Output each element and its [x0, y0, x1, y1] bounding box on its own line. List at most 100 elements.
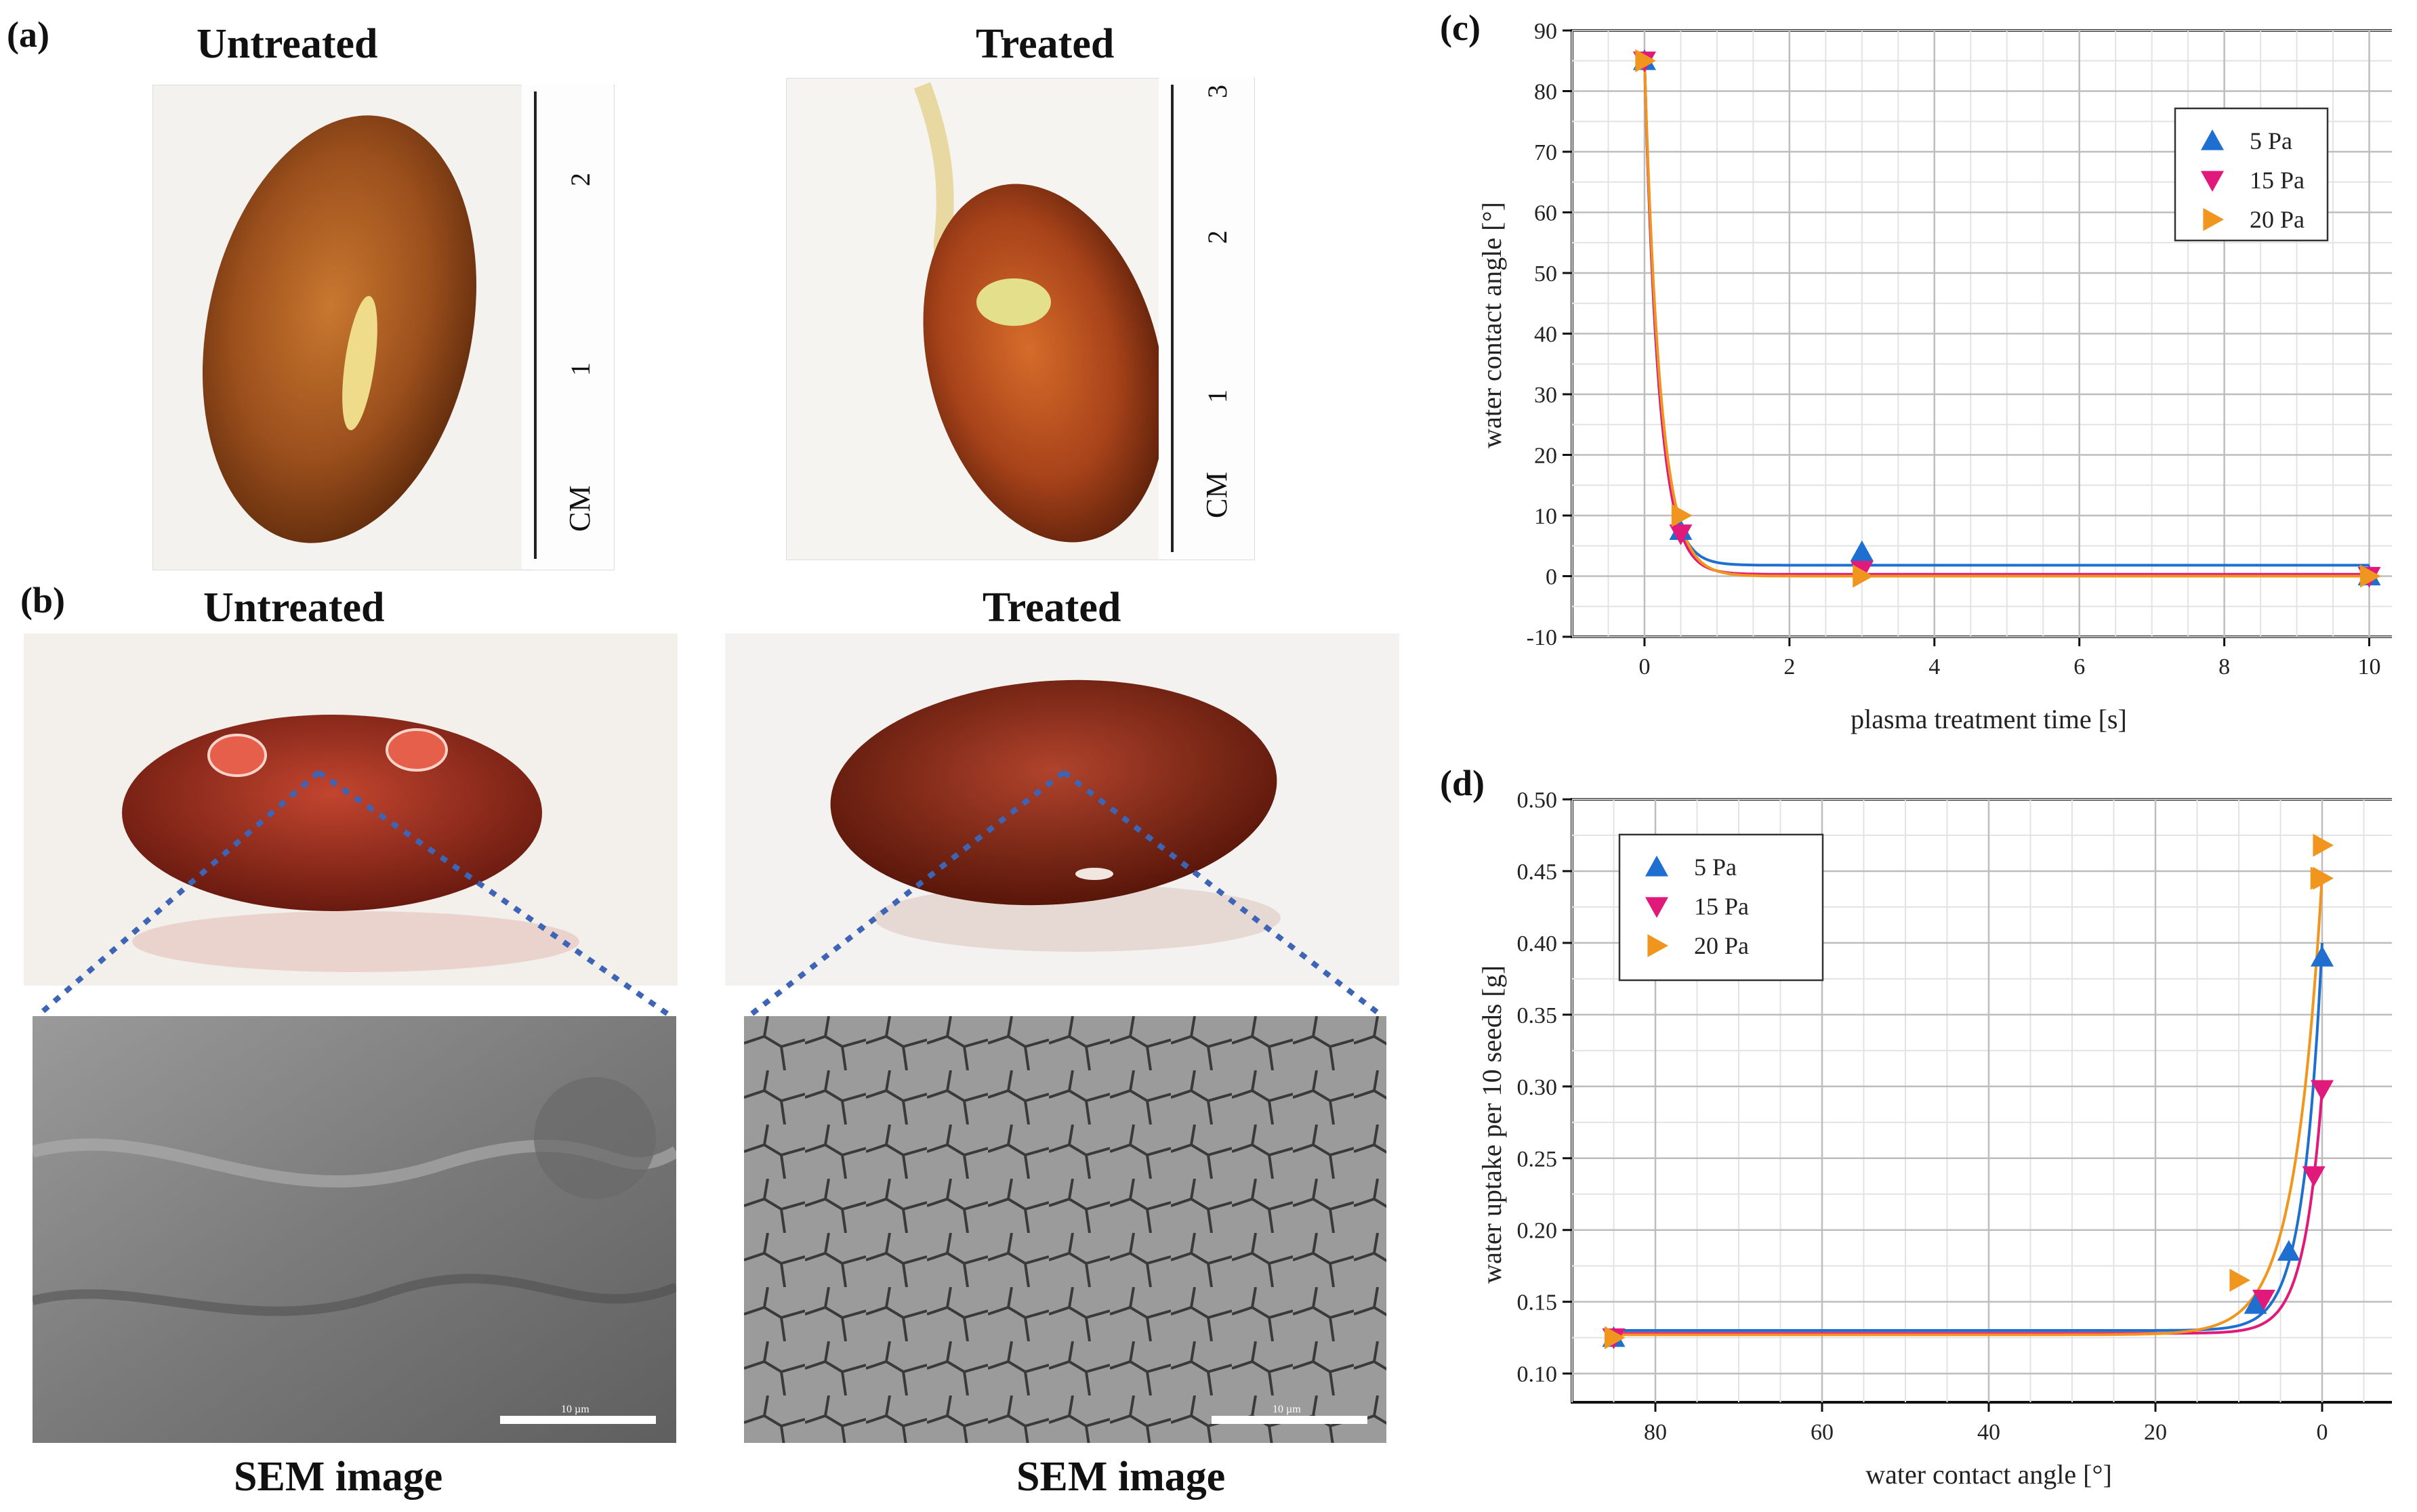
- panel-c-letter: (c): [1440, 7, 1481, 48]
- ruler-right-tick-1: 1: [1202, 390, 1233, 403]
- chart-c-ytick-label: 70: [1534, 140, 1557, 165]
- chart-d-point-15pa: [2311, 1080, 2334, 1101]
- chart-d-point-15pa: [2302, 1166, 2326, 1188]
- chart-c-legend: [2174, 107, 2329, 242]
- chart-c-legend-marker-15pa: [2201, 171, 2224, 192]
- chart-d-xtick-label: 20: [2144, 1420, 2167, 1445]
- sem-scale-bar-right: [1212, 1416, 1367, 1424]
- zoom-line-right-2: [1062, 770, 1384, 1019]
- chart-c-xlabel: plasma treatment time [s]: [1851, 704, 2127, 734]
- chart-d-fit-5pa: [1613, 942, 2323, 1332]
- chart-d-legend-marker-20pa: [1647, 934, 1668, 957]
- sem-scale-text-left: 10 µm: [561, 1404, 590, 1415]
- chart-c-legend-label-15pa: 15 Pa: [2250, 167, 2305, 194]
- chart-c-legend-marker-5pa: [2201, 129, 2224, 150]
- chart-d-ytick-label: 0.35: [1517, 1003, 1558, 1028]
- panel-a-untreated-title: Untreated: [197, 21, 378, 67]
- chart-d-point-20pa: [2313, 833, 2334, 857]
- panel-a-treated-title: Treated: [976, 21, 1115, 67]
- zoom-line-right-1: [747, 770, 1066, 1019]
- chart-c: water contact angle [°] plasma treatment…: [1476, 19, 2392, 734]
- panel-b-untreated-title: Untreated: [203, 585, 385, 631]
- chart-d-point-20pa: [2313, 866, 2334, 890]
- treated-radicle: [976, 278, 1051, 326]
- chart-d-ytick-label: 0.25: [1517, 1147, 1558, 1172]
- chart-c-ytick-label: 80: [1534, 80, 1557, 105]
- chart-c-ytick-label: 30: [1534, 383, 1557, 408]
- chart-d-ytick-label: 0.20: [1517, 1219, 1558, 1244]
- chart-c-ytick-label: 0: [1546, 565, 1557, 590]
- chart-c-ytick-label: 60: [1534, 201, 1557, 226]
- chart-c-fit-5pa: [1643, 60, 2370, 567]
- chart-c-ytick-label: 20: [1534, 444, 1557, 469]
- sem-image-treated: 10 µm: [744, 1016, 1386, 1443]
- chart-d: water uptake per 10 seeds [g] water cont…: [1476, 788, 2392, 1490]
- ruler-left: CM 1 2: [522, 85, 613, 569]
- chart-c-ytick-label: -10: [1527, 625, 1557, 650]
- chart-c-ytick-label: 50: [1534, 261, 1557, 287]
- zoom-line-left-1: [35, 770, 321, 1019]
- chart-d-point-5pa: [2311, 946, 2334, 967]
- treated-bean-side: [830, 679, 1277, 906]
- chart-d-ylabel: water uptake per 10 seeds [g]: [1476, 965, 1507, 1284]
- panel-b-right-caption: SEM image: [1016, 1454, 1226, 1500]
- chart-d-legend-label-20pa: 20 Pa: [1694, 932, 1749, 959]
- chart-c-point-20pa: [2359, 564, 2381, 588]
- chart-d-legend-marker-5pa: [1645, 856, 1668, 877]
- panel-a-letter: (a): [7, 14, 49, 55]
- chart-c-fit-15pa: [1643, 60, 2370, 576]
- chart-d-xtick-label: 40: [1977, 1420, 2000, 1445]
- ruler-right-unit: CM: [1200, 472, 1233, 518]
- chart-d-fit-15pa: [1613, 1089, 2323, 1335]
- chart-c-fit-20pa: [1643, 60, 2370, 578]
- chart-d-fit-20pa: [1613, 875, 2323, 1337]
- chart-c-ytick-label: 90: [1534, 19, 1557, 44]
- chart-c-xtick-label: 6: [2073, 654, 2085, 679]
- chart-d-point-15pa: [2252, 1289, 2275, 1311]
- chart-c-legend-label-5pa: 5 Pa: [2250, 127, 2292, 154]
- panel-b-treated-title: Treated: [983, 585, 1121, 631]
- ruler-left-tick-2: 2: [565, 173, 596, 186]
- chart-d-ytick-label: 0.30: [1517, 1075, 1558, 1100]
- chart-d-xtick-label: 80: [1644, 1420, 1667, 1445]
- ruler-right: CM 1 2 3: [1159, 78, 1254, 559]
- chart-d-ytick-label: 0.50: [1517, 788, 1558, 813]
- chart-c-xtick-label: 10: [2358, 654, 2381, 679]
- water-droplet-1: [207, 734, 267, 777]
- chart-d-ytick-label: 0.15: [1517, 1290, 1558, 1316]
- chart-d-legend-label-5pa: 5 Pa: [1694, 854, 1737, 881]
- chart-d-ytick-label: 0.40: [1517, 931, 1558, 957]
- ruler-right-tick-2: 2: [1202, 230, 1233, 244]
- zoom-line-left-2: [316, 770, 673, 1019]
- chart-c-point-20pa: [1853, 564, 1874, 588]
- treated-bean: [923, 184, 1165, 543]
- ruler-left-unit: CM: [563, 486, 596, 532]
- panel-d-letter: (d): [1440, 763, 1485, 803]
- chart-c-point-15pa: [1669, 524, 1693, 545]
- sem-scale-bar-left: [500, 1416, 656, 1424]
- chart-d-xtick-label: 0: [2317, 1420, 2328, 1445]
- chart-d-xlabel: water contact angle [°]: [1865, 1459, 2112, 1490]
- treated-droplet-photo: [725, 633, 1399, 986]
- chart-d-legend-label-15pa: 15 Pa: [1694, 893, 1749, 920]
- water-droplet-2: [386, 728, 448, 772]
- chart-d-legend-marker-15pa: [1645, 897, 1668, 918]
- chart-d-point-5pa: [2277, 1240, 2300, 1261]
- chart-c-point-20pa: [1671, 504, 1693, 527]
- ruler-right-tick-3: 3: [1202, 85, 1233, 98]
- chart-c-ylabel: water contact angle [°]: [1476, 202, 1507, 448]
- chart-d-point-5pa: [2244, 1293, 2267, 1314]
- chart-c-legend-label-20pa: 20 Pa: [2250, 206, 2305, 233]
- chart-c-point-20pa: [1635, 49, 1656, 72]
- chart-c-xtick-label: 2: [1783, 654, 1795, 679]
- chart-d-ytick-label: 0.45: [1517, 860, 1558, 885]
- panel-b-letter: (b): [20, 580, 65, 621]
- ruler-left-tick-1: 1: [565, 362, 596, 376]
- untreated-bean: [202, 115, 477, 543]
- chart-c-xtick-label: 0: [1638, 654, 1650, 679]
- chart-c-ytick-label: 40: [1534, 322, 1557, 348]
- sem-image-untreated: 10 µm: [33, 1016, 676, 1443]
- untreated-droplet-photo: [24, 633, 678, 986]
- chart-c-ytick-label: 10: [1534, 504, 1557, 529]
